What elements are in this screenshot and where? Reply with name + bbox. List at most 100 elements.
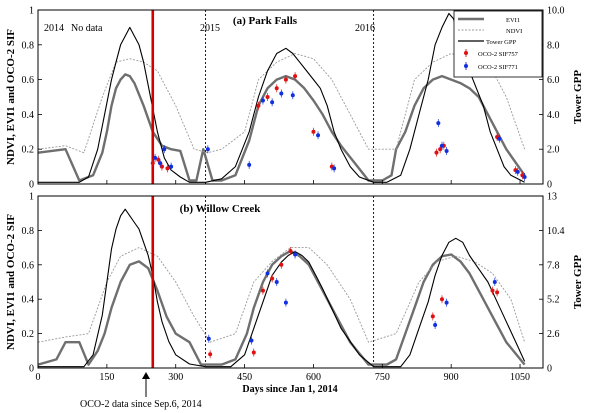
- panel-b-sif757-point: [440, 297, 444, 302]
- panel-a-title: (a) Park Falls: [233, 15, 298, 27]
- legend-label-sif757: OCO-2 SIF757: [478, 51, 519, 58]
- y-axis-label-upper: NDVI, EVI1 and OCO-2 SIF: [5, 29, 17, 165]
- panel-b-sif757-point: [270, 276, 275, 281]
- panel-b-sif771-point: [492, 280, 497, 284]
- x-tick-label: 750: [375, 372, 390, 383]
- panel-b-ytick-label: 0.4: [22, 295, 35, 306]
- panel-a-ytick-label: 1: [29, 6, 34, 17]
- panel-a-ndvi-line: [37, 53, 526, 154]
- panel-a-sif757-point: [159, 164, 164, 169]
- x-tick-label: 1050: [510, 372, 530, 383]
- panel-a-y2tick-label: 6.0: [547, 75, 560, 86]
- panel-a-sif771-point: [332, 166, 337, 171]
- panel-a-sif771-point: [440, 143, 444, 148]
- panel-a-sif771-point: [316, 133, 321, 138]
- x-ticks: 0 150 300 450 600 750 900 1050: [36, 372, 531, 383]
- panel-b-sif771-point: [274, 280, 279, 284]
- panel-a-sif757-point: [165, 166, 170, 171]
- panel-a-sif757-point: [265, 95, 270, 99]
- panel-a-sif757-point: [283, 77, 288, 82]
- panel-b-sif771-point: [265, 271, 270, 276]
- panel-a-sif771-point: [162, 147, 167, 152]
- panel-a-ytick-label: 0.4: [22, 110, 35, 121]
- panel-b-sif757-point: [495, 290, 500, 295]
- panel-a-y2tick-label: 10.0: [547, 6, 565, 17]
- x-tick-label: 450: [237, 372, 252, 383]
- legend-label-evi: EVI1: [506, 17, 520, 24]
- panel-b-y2tick-label: 10.4: [547, 226, 565, 237]
- panel-a-ytick-label: 0.8: [22, 40, 35, 51]
- x-tick-label: 150: [99, 372, 114, 383]
- panel-a-yticks: 0 0.2 0.4 0.6 0.8 1: [22, 6, 42, 191]
- legend-swatch-sif771: [464, 64, 468, 68]
- legend-item-ndvi: NDVI: [458, 28, 522, 35]
- panel-willow-creek: (b) Willow Creek 0 0.2 0.4 0.6 0.8 1 0 2.6 5.2 7…: [22, 192, 585, 396]
- panel-b-plot: [37, 196, 526, 368]
- panel-a-sif771-point: [247, 162, 252, 167]
- panel-b-evi-line: [37, 249, 526, 366]
- panel-b-sif771-point: [206, 336, 211, 341]
- x-tick-label: 900: [444, 372, 459, 383]
- panel-b-y2tick-label: 2.6: [547, 329, 560, 340]
- panel-b-y2tick-label: 13: [547, 192, 557, 203]
- panel-a-sif771-point: [497, 136, 502, 141]
- legend-label-ndvi: NDVI: [506, 28, 522, 35]
- panel-a-sif771-point: [260, 98, 265, 103]
- x-axis-label: Days since Jan 1, 2014: [242, 384, 337, 395]
- panel-b-sif771-point: [283, 300, 288, 305]
- panel-b-ytick-label: 0.8: [22, 226, 35, 237]
- legend-label-gpp: Tower GPP: [486, 39, 516, 46]
- panel-a-sif757-point: [256, 103, 261, 108]
- panel-b-y2-label: Tower GPP: [572, 255, 584, 309]
- panel-a-sif771-point: [436, 121, 441, 126]
- panel-park-falls: (a) Park Falls 2014 No data 2015 2016 00…: [22, 6, 585, 191]
- panel-b-sif757-point: [260, 288, 265, 293]
- no-data-label: No data: [71, 23, 103, 34]
- x-tick-label: 0: [36, 372, 41, 383]
- panel-b-ytick-label: 1: [29, 192, 34, 203]
- x-tick-label: 300: [168, 372, 183, 383]
- panel-b-y2tick-label: 0: [547, 364, 552, 375]
- legend-item-sif771: OCO-2 SIF771: [464, 62, 518, 71]
- panel-a-y2tick-label: 8.0: [547, 40, 560, 51]
- panel-a-sif771-point: [270, 100, 275, 105]
- panel-a-sif771-point: [279, 91, 284, 96]
- panel-a-sif771-point: [515, 169, 520, 174]
- legend-item-gpp: Tower GPP: [458, 39, 516, 46]
- panel-b-sif757-point: [251, 350, 256, 355]
- x-tick-label: 600: [306, 372, 321, 383]
- panel-a-sif757-point: [434, 150, 439, 155]
- panel-a-ytick-label: 0.2: [22, 145, 35, 156]
- panel-b-ytick-label: 0.2: [22, 329, 35, 340]
- panel-b-sif771-point: [444, 300, 449, 305]
- oco2-start-annotation: OCO-2 data since Sep.6, 2014: [80, 372, 202, 410]
- panel-a-y2-label: Tower GPP: [572, 70, 584, 124]
- oco2-annotation-label: OCO-2 data since Sep.6, 2014: [80, 399, 202, 410]
- panel-a-sif757-point: [438, 147, 443, 152]
- legend: EVI1 NDVI Tower GPP OCO-2 SIF757 OCO-2 S…: [453, 10, 543, 78]
- panel-b-frame: [37, 195, 544, 369]
- year-label-2015: 2015: [200, 23, 220, 34]
- panel-a-sif771-point: [205, 147, 210, 152]
- panel-a-sif771-point: [290, 93, 295, 98]
- legend-swatch-sif757: [464, 51, 468, 55]
- panel-a-gpp-line: [38, 12, 525, 183]
- panel-b-sif757-point: [490, 288, 495, 293]
- panel-b-sif757-point: [430, 314, 435, 319]
- panel-b-sif771-point: [433, 323, 438, 327]
- panel-a-sif757-point: [293, 74, 298, 79]
- panel-b-title: (b) Willow Creek: [180, 203, 262, 215]
- panel-b-ytick-label: 0: [29, 364, 34, 375]
- panel-a-sif757-point: [274, 86, 279, 91]
- panel-a-frame: [37, 9, 544, 185]
- panel-a-sif771-point: [444, 148, 449, 153]
- panel-a-plot: [37, 10, 527, 184]
- panel-a-ytick-label: 0.6: [22, 75, 35, 86]
- panel-b-ytick-label: 0.6: [22, 260, 35, 271]
- panel-b-y2tick-label: 7.8: [547, 260, 560, 271]
- legend-label-sif771: OCO-2 SIF771: [478, 64, 518, 71]
- panel-b-yticks: 0 0.2 0.4 0.6 0.8 1: [22, 192, 42, 375]
- panel-a-sif771-point: [158, 161, 163, 166]
- legend-item-evi: EVI1: [458, 17, 520, 24]
